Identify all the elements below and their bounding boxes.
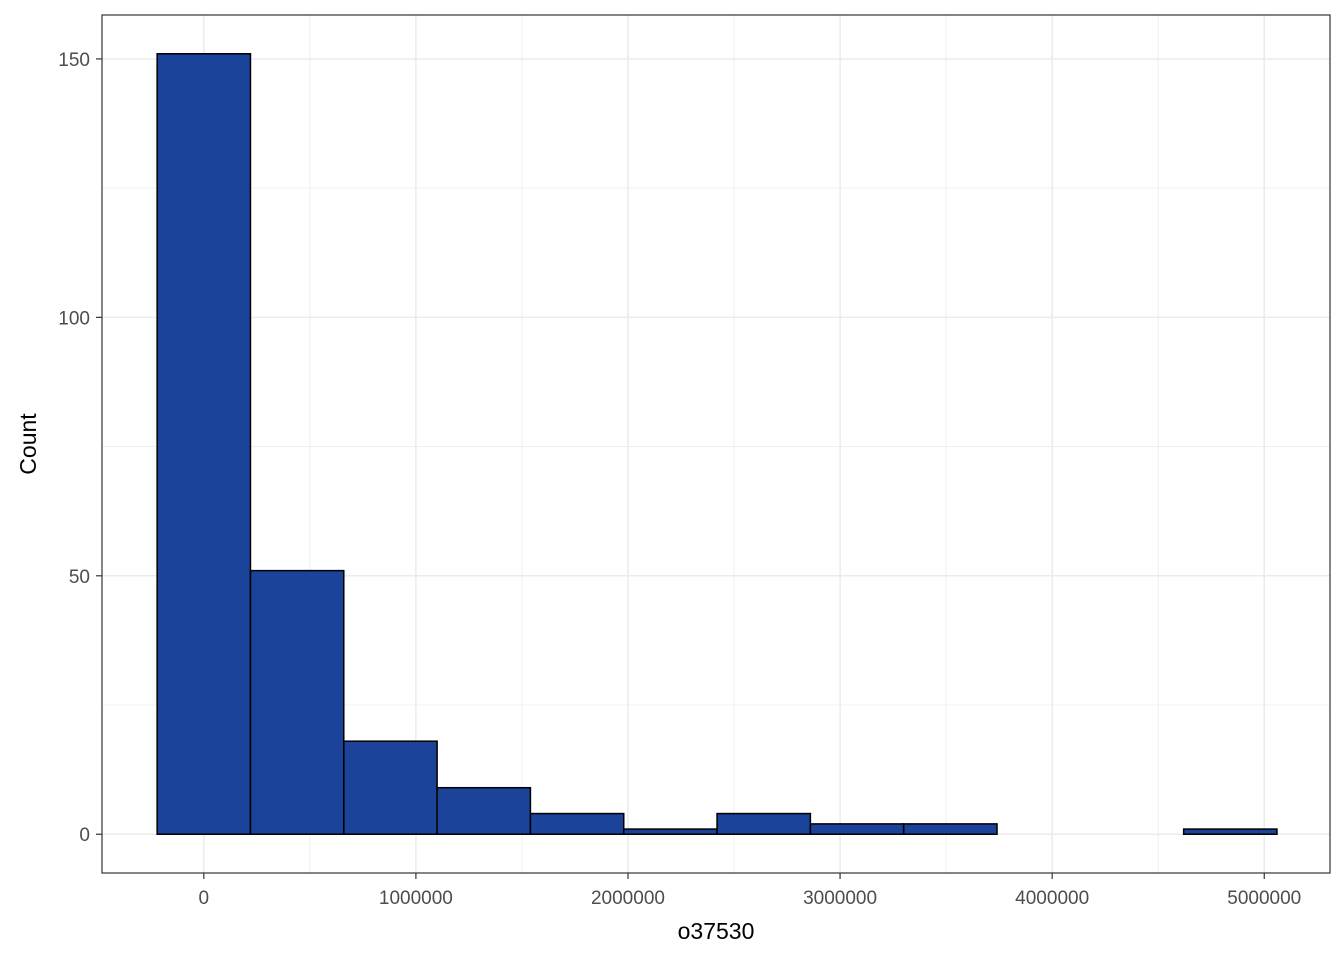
histogram-bars — [156, 53, 1278, 835]
histogram-bar-7 — [809, 823, 905, 835]
x-tick-label: 0 — [199, 888, 210, 909]
histogram-bar-0 — [156, 53, 252, 835]
histogram-bar-6 — [716, 812, 812, 835]
histogram-bar-2 — [343, 740, 438, 835]
y-tick-label: 0 — [79, 825, 90, 846]
y-tick-label: 150 — [58, 50, 90, 71]
histogram-bar-3 — [436, 786, 532, 835]
y-axis-title: Count — [15, 413, 41, 475]
histogram-bar-5 — [622, 828, 718, 835]
x-tick-label: 1000000 — [379, 888, 453, 909]
y-tick-label: 50 — [69, 567, 90, 588]
x-axis-title: o37530 — [678, 918, 755, 944]
axis-ticks: 0 1000000 2000000 3000000 4000000 5000000 0 50 1… — [58, 50, 1301, 909]
histogram-bar-8 — [902, 823, 998, 835]
y-tick-label: 100 — [58, 308, 90, 329]
histogram-bar-4 — [529, 812, 625, 835]
x-tick-label: 5000000 — [1227, 888, 1301, 909]
histogram-bar-1 — [249, 569, 345, 835]
x-tick-label: 3000000 — [803, 888, 877, 909]
panel-border — [101, 14, 1331, 874]
histogram-bar-11 — [1182, 828, 1278, 835]
x-tick-label: 2000000 — [591, 888, 665, 909]
x-tick-label: 4000000 — [1015, 888, 1089, 909]
